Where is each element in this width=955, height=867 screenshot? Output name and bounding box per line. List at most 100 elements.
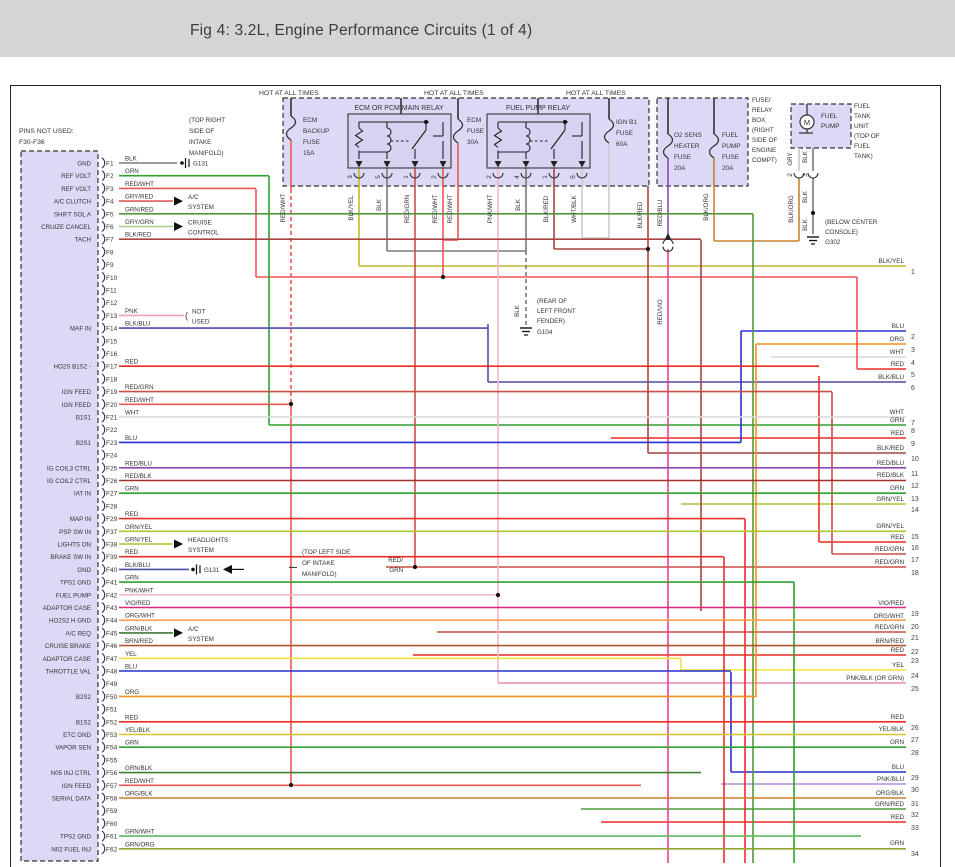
pin-label: CRUIZE CANCEL [41,224,91,231]
pin-label: A/C REQ [66,630,92,637]
pin-label: CRUISE BRAKE [45,643,91,650]
pin-id: F46 [106,643,118,650]
ground-note: INTAKE [189,139,211,146]
ground-note: CONSOLE) [825,229,858,236]
relay-box [347,113,452,169]
right-wire-label: VIO/RED [878,600,904,607]
arrow-left-icon [223,564,232,574]
wire-color-label: BRN/RED [125,638,153,645]
fuse-relay-box-label: FUSE/ [752,97,771,104]
right-wire-number: 26 [911,725,919,732]
wire-color-label: BLK/BLU [125,562,150,569]
right-wire-label: RED [891,647,905,654]
right-wire-label: RED/GRN [875,624,904,631]
pin-connector-icon [101,525,106,537]
right-wire-label: GRN [890,739,904,746]
pin-connector-icon [101,208,106,220]
pin-connector-icon [101,678,106,690]
wire-color-label: GRY/RED [125,194,154,201]
right-wire-label: BLK/BLU [878,374,904,381]
pin-connector-icon [101,182,106,194]
right-wire-number: 14 [911,507,919,514]
hot-label: HOT AT ALL TIMES [259,90,319,97]
wire-color-label: ORG/BLK [125,791,153,798]
pin-id: F58 [106,796,118,803]
pin-id: F20 [106,402,118,409]
pin-label: GND [77,161,91,168]
fuse-label: PUMP [722,143,740,150]
dest-label: A/C [188,626,199,633]
right-wire-number: 6 [911,385,915,392]
pin-id: F53 [106,732,118,739]
pin-connector-icon [101,602,106,613]
pin-label: IGN FEED [62,402,92,409]
pin-connector-icon [101,411,106,423]
wire-color-label: BLK/RED [125,232,152,239]
wire-color-label: GRN/BLK [125,625,153,632]
pin-label: IAT IN [74,491,91,498]
hot-label: HOT AT ALL TIMES [424,90,484,97]
right-wire-number: 24 [911,673,919,680]
wire-color-label: BLK [802,150,809,163]
pin-connector-icon [101,259,106,271]
pin-label: SERIAL DATA [52,796,92,803]
pin-id: F15 [106,338,118,345]
pin-id: F19 [106,389,118,396]
arrow-right-icon [174,628,183,638]
right-wire-label: GRN [890,840,904,847]
pin-connector-icon [101,322,106,334]
right-wire-number: 2 [911,334,915,341]
pin-label: TPS2 GND [60,834,91,841]
junction-dot [288,401,294,407]
pin-label: MAF IN [70,326,91,333]
right-wire-label: RED/GRN [875,559,904,566]
wire-color-label: GRY [787,152,794,165]
pin-id: F22 [106,427,118,434]
wire-color-label: RED/WHT [125,778,154,785]
fuel-tank-unit-label: FUEL [854,143,871,150]
right-wire-number: 19 [911,611,919,618]
pin-label: MAP IN [70,516,91,523]
right-wire-label: BLU [892,323,905,330]
right-wire-label: RED [891,534,905,541]
right-wire-number: 9 [911,441,915,448]
fuse-label: BACKUP [303,128,329,135]
pin-id: F60 [106,821,118,828]
pin-connector-icon [101,233,106,245]
pin-connector-icon [101,614,106,626]
wire-color-label: 3 [802,173,809,177]
pin-connector-icon [101,462,106,474]
connector-arc-icon [793,172,805,179]
ground-note: LEFT FRONT [537,308,576,315]
wire-color-label: ORG [125,689,139,696]
fuse-label: FUSE [467,128,484,135]
wire-color-label: BLU [125,664,137,671]
wire-color-label: RED/GRN [404,195,411,224]
right-wire-number: 27 [911,737,919,744]
wire-color-label: 2 [787,173,794,177]
pin-connector-icon [101,779,106,791]
connector-arc-icon [520,172,532,179]
right-wire-label: RED [891,814,905,821]
pin-label: REF VOLT [61,173,91,180]
right-wire-number: 33 [911,825,919,832]
fuse-relay-box-label: COMPT) [752,157,777,164]
wire-color-label: PNK [125,308,139,315]
arrow-down-icon [522,161,530,168]
wiring-diagram-svg: F1 GND BLK G131 (TOP RIGHT SIDE OF INTAKE MANIF… [19,90,919,863]
right-wire-label: RED [891,714,905,721]
arrow-right-icon [174,539,183,549]
wire-color-label: BLK/ORG [788,195,795,223]
wire-color-label: RED/ [388,557,403,564]
wire-color-label: BLK [802,190,809,203]
pin-connector-icon [101,792,106,804]
fuse-relay-box-label: BOX [752,117,766,124]
pin-label: BRAKE SW IN [50,554,91,561]
fuse-icon [603,118,615,144]
fuel-tank-unit-label: (TOP OF [854,133,880,140]
fuel-tank-unit-label: UNIT [854,123,869,130]
page-title: Fig 4: 3.2L, Engine Performance Circuits… [190,22,533,39]
pin-label: TACH [75,237,91,244]
pin-label: ADAPTOR CASE [43,656,91,663]
wire-color-label: BLK [515,198,522,211]
